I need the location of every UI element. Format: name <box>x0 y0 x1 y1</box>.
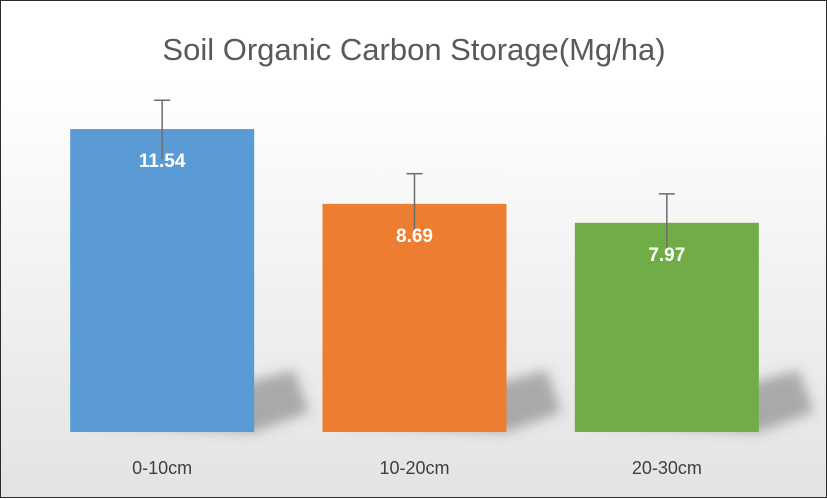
x-tick-label-20-30cm: 20-30cm <box>632 458 702 478</box>
chart-title: Soil Organic Carbon Storage(Mg/ha) <box>162 32 665 67</box>
bar-20-30cm <box>574 222 759 432</box>
bars-group: 11.54 0-10cm 8.69 10-20cm 7.97 20-30cm <box>70 99 814 478</box>
data-label-20-30cm: 7.97 <box>648 245 685 266</box>
bar-10-20cm <box>322 203 507 432</box>
data-label-10-20cm: 8.69 <box>396 226 433 247</box>
data-label-0-10cm: 11.54 <box>139 151 186 172</box>
x-tick-label-10-20cm: 10-20cm <box>379 458 449 478</box>
bar-0-10cm <box>70 129 255 432</box>
x-tick-label-0-10cm: 0-10cm <box>132 458 192 478</box>
